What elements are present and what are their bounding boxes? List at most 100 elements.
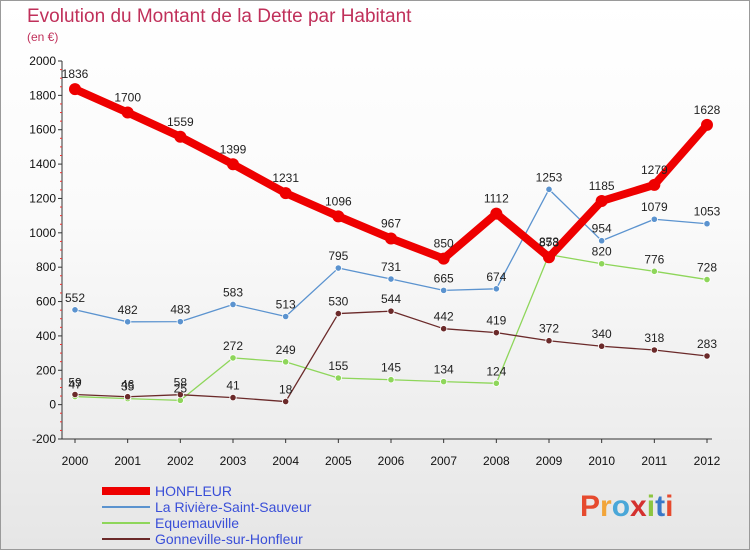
data-point	[385, 232, 397, 245]
data-point	[387, 307, 395, 315]
data-label: 1279	[641, 163, 668, 177]
data-point	[124, 393, 132, 401]
x-tick-label: 2011	[641, 454, 667, 468]
data-point	[650, 215, 658, 223]
data-label: 820	[592, 245, 612, 259]
y-tick-label: 200	[36, 363, 56, 377]
data-point	[703, 352, 711, 360]
data-label: 58	[174, 376, 188, 390]
data-point	[176, 391, 184, 399]
data-label: 1628	[694, 103, 721, 117]
data-point	[598, 237, 606, 245]
logo-letter: t	[655, 490, 665, 523]
data-point	[282, 397, 290, 406]
data-label: 1053	[694, 205, 721, 219]
data-point	[334, 309, 342, 318]
y-tick-label: 800	[36, 260, 56, 274]
y-tick-label: 2000	[29, 54, 56, 68]
data-point	[229, 393, 237, 402]
data-point	[121, 106, 134, 119]
series-honfleur	[69, 83, 713, 265]
axes: -200 0 200 400 600 800 1000 1200 1400 1600 1800 200…	[29, 54, 720, 468]
data-point	[598, 342, 606, 350]
x-tick-label: 2005	[325, 454, 352, 468]
x-tick-label: 2009	[536, 454, 563, 468]
data-point	[492, 285, 500, 293]
data-point	[229, 300, 237, 309]
data-point	[279, 187, 292, 200]
data-label: 41	[226, 379, 240, 393]
data-point	[440, 325, 448, 333]
series-la-rivi-re-saint-sauveur	[71, 185, 711, 326]
data-point	[650, 346, 658, 354]
series-equemauville	[71, 251, 711, 404]
data-point	[282, 358, 290, 366]
data-label: 419	[486, 314, 506, 328]
data-point	[703, 220, 711, 228]
data-label: 873	[539, 236, 559, 250]
y-tick-label: 600	[36, 295, 56, 309]
data-point	[71, 390, 79, 399]
data-label: 145	[381, 361, 401, 375]
data-label: 665	[434, 271, 454, 285]
x-tick-label: 2004	[272, 454, 299, 468]
data-label: 728	[697, 261, 717, 275]
data-point	[440, 286, 448, 294]
x-tick-label: 2012	[694, 454, 721, 468]
data-label: 850	[434, 237, 454, 251]
data-point	[598, 260, 606, 268]
data-label: 124	[486, 364, 506, 378]
legend-label: Gonneville-sur-Honfleur	[155, 531, 303, 547]
data-label: 552	[65, 291, 85, 305]
data-label: 372	[539, 322, 559, 336]
logo-letter: i	[647, 490, 655, 523]
data-point	[282, 312, 290, 321]
data-point	[595, 195, 608, 208]
data-label: 318	[644, 331, 664, 345]
data-label: 18	[279, 383, 293, 397]
data-label: 1096	[325, 194, 352, 208]
data-label: 35	[121, 380, 135, 394]
data-label: 1399	[220, 142, 247, 156]
data-point	[71, 306, 79, 314]
data-label: 795	[328, 249, 348, 263]
chart-subtitle: (en €)	[27, 30, 58, 44]
legend-label: La Rivière-Saint-Sauveur	[155, 499, 312, 515]
logo-letter: x	[630, 490, 647, 523]
data-point	[490, 207, 503, 220]
logo-letter: r	[600, 490, 612, 523]
data-label: 1700	[114, 91, 141, 105]
data-label: 513	[276, 297, 296, 311]
data-label: 272	[223, 339, 243, 353]
data-label: 583	[223, 285, 243, 299]
data-label: 1185	[589, 179, 615, 193]
data-labels: 552 482 483 583 513 795 731 665 674 1253 954 1079 10…	[62, 67, 721, 396]
data-point	[334, 374, 342, 382]
data-label: 1253	[536, 170, 563, 184]
data-label: 1112	[484, 192, 509, 206]
x-tick-label: 2002	[167, 454, 194, 468]
data-point	[440, 378, 448, 386]
data-point	[124, 318, 132, 326]
data-point	[229, 354, 237, 362]
data-point	[334, 264, 342, 272]
logo-letter: i	[665, 490, 673, 523]
x-tick-label: 2010	[588, 454, 615, 468]
logo-letter: P	[580, 490, 600, 523]
data-point	[492, 329, 500, 337]
data-point	[492, 379, 500, 387]
data-label: 283	[697, 337, 717, 351]
proxiti-logo: Proxiti	[580, 490, 673, 523]
data-point	[650, 267, 658, 275]
data-point	[701, 118, 713, 131]
data-point	[332, 210, 345, 223]
y-tick-label: -200	[32, 432, 56, 446]
data-label: 59	[68, 375, 82, 389]
x-tick-label: 2008	[483, 454, 510, 468]
data-label: 731	[381, 260, 401, 274]
data-point	[387, 376, 395, 384]
data-label: 954	[592, 222, 612, 236]
